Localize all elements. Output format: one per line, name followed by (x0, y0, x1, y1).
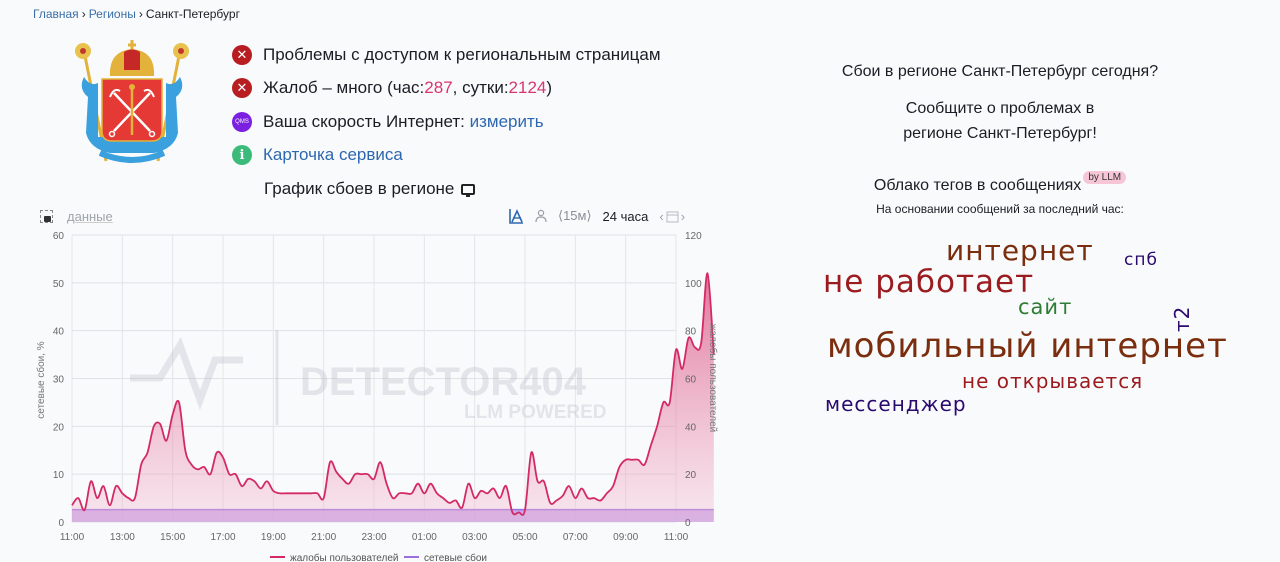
x-tick: 05:00 (512, 532, 537, 543)
y-tick-right: 100 (685, 279, 702, 290)
tag-cloud-title: Облако тегов в сообщениях by LLM (760, 171, 1240, 195)
calendar-nav[interactable]: ‹ › (659, 209, 685, 224)
breadcrumb-home[interactable]: Главная (33, 7, 79, 21)
tag-cloud-title-text: Облако тегов в сообщениях (873, 177, 1082, 194)
area-chart-icon[interactable] (508, 208, 524, 224)
chevron-right-icon: › (138, 7, 143, 21)
monitor-icon[interactable] (461, 184, 476, 198)
chevron-left-icon[interactable]: ‹ (659, 208, 664, 224)
tag-cloud-word[interactable]: интернет (946, 234, 1094, 267)
tag-cloud-word[interactable]: не работает (823, 264, 1035, 300)
interval-selector[interactable]: ⟨15м⟩ (558, 208, 592, 223)
chevron-right-icon[interactable]: › (680, 208, 686, 224)
x-tick: 07:00 (563, 532, 588, 543)
y-tick-left: 10 (53, 470, 65, 481)
y-tick-right: 80 (685, 327, 697, 338)
user-icon[interactable] (535, 209, 547, 223)
y-tick-left: 60 (53, 231, 65, 242)
watermark-title: DETECTOR404 (300, 360, 587, 404)
x-tick: 19:00 (261, 532, 286, 543)
watermark: DETECTOR404 LLM POWERED (130, 330, 607, 425)
y-tick-left: 40 (53, 327, 65, 338)
chart-toolbar-left: данные (40, 209, 113, 224)
x-tick: 11:00 (664, 532, 689, 543)
breadcrumb-current: Санкт-Петербург (145, 7, 240, 21)
chart-axes: 0 0 10 20 20 40 30 60 40 80 50 100 60 120 11:00 13:00 15… (53, 231, 702, 543)
chart-heading: График сбоев в регионе (232, 172, 661, 206)
tag-cloud-word[interactable]: мобильный интернет (827, 326, 1228, 366)
x-tick: 09:00 (613, 532, 638, 543)
complaints-mid: , сутки: (452, 78, 509, 98)
status-speed: QMS Ваша скорость Интернет: измерить (232, 105, 661, 139)
legend-network[interactable]: сетевые сбои (424, 552, 487, 562)
error-icon: ✕ (232, 78, 252, 99)
x-tick: 15:00 (160, 532, 185, 543)
x-tick: 11:00 (60, 532, 85, 543)
chart-heading-text: График сбоев в регионе (264, 178, 455, 198)
measure-speed-link[interactable]: измерить (469, 111, 544, 131)
period-selector[interactable]: 24 часа (602, 208, 649, 224)
complaints-suffix: ) (546, 78, 553, 98)
report-cta-line2[interactable]: регионе Санкт-Петербург! (903, 125, 1097, 142)
chart-toolbar-right: ⟨15м⟩ 24 часа ‹ › (508, 208, 696, 224)
x-tick: 21:00 (311, 532, 336, 543)
y-tick-right: 20 (685, 470, 697, 481)
y-tick-left: 30 (53, 375, 65, 386)
x-tick: 01:00 (412, 532, 437, 543)
y-tick-left: 0 (58, 518, 64, 529)
y-tick-left: 50 (53, 279, 65, 290)
outage-chart[interactable]: DETECTOR404 LLM POWERED 0 0 10 20 20 40 30 60 40… (0, 225, 740, 562)
x-tick: 17:00 (210, 532, 235, 543)
qms-icon: QMS (232, 111, 252, 132)
x-tick: 23:00 (361, 532, 386, 543)
complaints-series-area (72, 273, 714, 522)
tag-cloud-word[interactable]: спб (1124, 250, 1158, 270)
complaints-day-count: 2124 (508, 78, 547, 98)
info-icon: i (232, 145, 252, 166)
chevron-right-icon: › (81, 7, 86, 21)
llm-badge: by LLM (1083, 171, 1127, 184)
status-text: Проблемы с доступом к региональным стран… (263, 44, 661, 64)
legend-complaints[interactable]: жалобы пользователей (290, 552, 399, 562)
y-tick-right: 120 (685, 231, 702, 242)
y-tick-left: 20 (53, 422, 65, 433)
y-axis-left-label: сетевые сбои, % (35, 341, 47, 419)
complaints-hour-count: 287 (424, 78, 453, 98)
report-cta[interactable]: Сообщите о проблемах в регионе Санкт-Пет… (760, 96, 1240, 146)
y-tick-right: 60 (685, 375, 697, 386)
status-service-card: i Карточка сервиса (232, 139, 661, 173)
breadcrumb-regions[interactable]: Регионы (88, 7, 136, 21)
service-card-link[interactable]: Карточка сервиса (263, 145, 403, 165)
speed-label: Ваша скорость Интернет: (263, 111, 470, 131)
outage-question: Сбои в регионе Санкт-Петербург сегодня? (841, 63, 1159, 80)
tag-cloud-word[interactable]: мессенджер (825, 392, 967, 416)
complaints-series-line (71, 272, 715, 516)
status-access-problems: ✕ Проблемы с доступом к региональным стр… (232, 38, 661, 72)
y-tick-right: 0 (685, 518, 691, 529)
y-axis-right-label: жалобы пользователей (707, 324, 719, 433)
watermark-subtitle: LLM POWERED (464, 402, 607, 423)
coat-of-arms-icon (75, 40, 189, 163)
legend: жалобы пользователей сетевые сбои (270, 552, 487, 562)
complaints-prefix: Жалоб – много (час: (263, 78, 425, 98)
report-cta-line1[interactable]: Сообщите о проблемах в (905, 100, 1095, 117)
screenshot-icon[interactable] (40, 210, 53, 223)
x-tick: 03:00 (462, 532, 487, 543)
tag-cloud-word[interactable]: не открывается (962, 369, 1144, 393)
y-tick-right: 40 (685, 422, 697, 433)
error-icon: ✕ (232, 44, 252, 65)
calendar-icon[interactable] (666, 210, 679, 223)
status-list: ✕ Проблемы с доступом к региональным стр… (232, 38, 661, 206)
tag-cloud-subtitle: На основании сообщений за последний час: (876, 202, 1124, 216)
tag-cloud-word[interactable]: сайт (1018, 295, 1073, 319)
status-complaints: ✕ Жалоб – много (час: 287 , сутки: 2124 … (232, 72, 661, 106)
x-tick: 13:00 (110, 532, 135, 543)
breadcrumb: Главная › Регионы › Санкт-Петербург (33, 7, 240, 21)
data-link[interactable]: данные (67, 209, 113, 224)
